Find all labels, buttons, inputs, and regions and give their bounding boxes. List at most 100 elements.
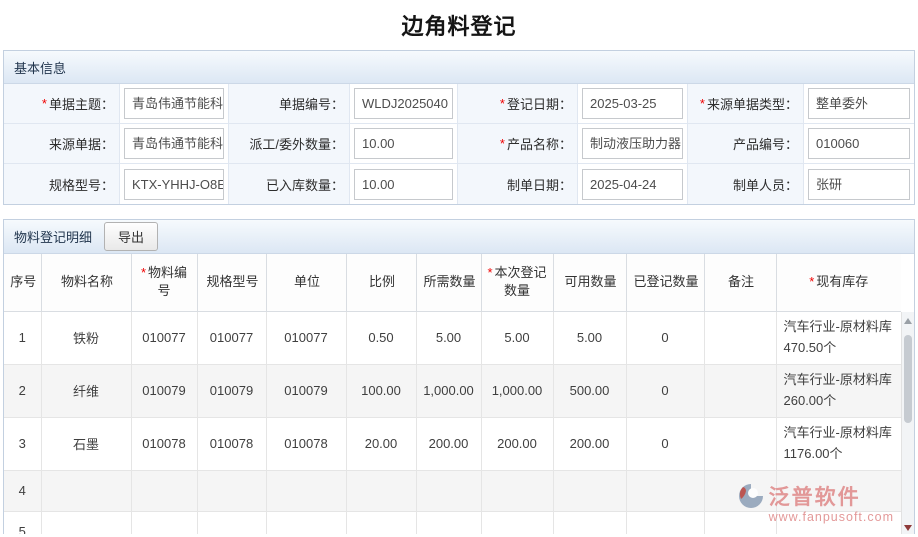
field-value-cell: WLDJ2025040: [350, 84, 458, 124]
table-cell: 4: [4, 469, 42, 512]
field-label: 已入库数量：: [229, 164, 350, 204]
field-value-cell: 制动液压助力器: [578, 124, 688, 164]
column-header: 序号: [4, 254, 42, 312]
field-value-cell: 2025-04-24: [578, 164, 688, 204]
table-cell: [703, 416, 777, 471]
column-header-text: 规格型号: [206, 274, 259, 290]
field-value-cell: 10.00: [350, 164, 458, 204]
table-cell: 010077: [265, 310, 347, 365]
table-row: 1 铁粉 010077 010077 010077 0.50 5.00 5.00 5.00 0 汽车…: [4, 310, 901, 365]
vertical-scrollbar[interactable]: [901, 312, 914, 534]
table-cell: 5.00: [415, 310, 482, 365]
scrollbar-thumb[interactable]: [904, 335, 912, 423]
table-cell: [196, 510, 267, 534]
field-label: * 登记日期：: [458, 84, 578, 124]
column-header-text: 单位: [293, 274, 320, 290]
field-input[interactable]: 制动液压助力器: [582, 128, 683, 159]
details-panel: 物料登记明细 导出 序号 物料名称 * 物料编号 规格型号 单位 比例 所需数量 * 本次登记数量…: [3, 219, 915, 534]
column-header: * 现有库存: [775, 254, 901, 312]
field-input[interactable]: 10.00: [354, 128, 453, 159]
required-asterisk: *: [41, 96, 47, 111]
field-label-text: 派工/委外数量：: [249, 137, 344, 152]
watermark-url: www.fanpusoft.com: [768, 510, 894, 524]
stock-cell: 汽车行业-原材料库 470.50个: [775, 310, 901, 365]
table-cell: 010078: [130, 416, 198, 471]
field-label: 制单人员：: [688, 164, 804, 204]
column-header-text: 备注: [727, 274, 754, 290]
field-input[interactable]: 010060: [808, 128, 910, 159]
field-label-text: 制单日期：: [506, 177, 572, 193]
column-header: * 物料编号: [130, 254, 198, 312]
details-body: 1 铁粉 010077 010077 010077 0.50 5.00 5.00 5.00 0 汽车…: [4, 310, 901, 534]
table-cell: 010077: [130, 310, 198, 365]
required-asterisk: *: [699, 96, 705, 111]
details-table: 序号 物料名称 * 物料编号 规格型号 单位 比例 所需数量 * 本次登记数量 可用数量 已登记数量备…: [4, 254, 901, 534]
field-label: 制单日期：: [458, 164, 578, 204]
field-input[interactable]: 青岛伟通节能科: [124, 128, 224, 159]
table-cell: 2: [4, 363, 42, 418]
field-label-text: 单据主题：: [48, 97, 114, 112]
details-header-row: 序号 物料名称 * 物料编号 规格型号 单位 比例 所需数量 * 本次登记数量 可用数量 已登记数量备…: [4, 254, 901, 312]
table-cell: 010078: [196, 416, 267, 471]
stock-cell: [775, 510, 901, 534]
table-cell: 0: [625, 310, 705, 365]
table-cell: [703, 510, 777, 534]
column-header-text: 所需数量: [423, 274, 476, 290]
table-cell: 5.00: [552, 310, 627, 365]
column-header-text: 物料编号: [148, 265, 188, 299]
field-input[interactable]: WLDJ2025040: [354, 88, 453, 119]
column-header: 单位: [265, 254, 347, 312]
table-cell: [196, 469, 267, 512]
watermark-brand: 泛普软件: [768, 486, 861, 509]
field-label-text: 已入库数量：: [265, 177, 344, 193]
field-input[interactable]: KTX-YHHJ-O8E: [124, 168, 224, 200]
field-input[interactable]: 整单委外: [808, 88, 910, 119]
required-asterisk: *: [487, 265, 493, 281]
table-cell: 纤维: [40, 363, 132, 418]
table-cell: 010079: [196, 363, 267, 418]
table-cell: [625, 510, 705, 534]
column-header-text: 已登记数量: [633, 274, 699, 290]
table-cell: 0: [625, 363, 705, 418]
table-cell: 铁粉: [40, 310, 132, 365]
field-value-cell: 010060: [804, 124, 914, 164]
field-input[interactable]: 张研: [808, 168, 910, 200]
column-header-text: 本次登记数量: [494, 265, 547, 299]
column-header: 可用数量: [552, 254, 627, 312]
column-header: 规格型号: [196, 254, 267, 312]
required-asterisk: *: [499, 136, 505, 151]
field-input[interactable]: 2025-04-24: [582, 168, 683, 200]
field-label: 规格型号：: [4, 164, 120, 204]
table-cell: [552, 469, 627, 512]
table-cell: 200.00: [480, 416, 554, 471]
table-cell: [703, 363, 777, 418]
watermark: 泛普软件 www.fanpusoft.com: [737, 481, 894, 524]
export-button[interactable]: 导出: [104, 222, 159, 251]
table-cell: 20.00: [345, 416, 417, 471]
table-cell: [480, 510, 554, 534]
field-input[interactable]: 2025-03-25: [582, 88, 683, 119]
page-title: 边角料登记: [401, 14, 517, 39]
required-asterisk: *: [809, 274, 815, 290]
required-asterisk: *: [140, 265, 147, 281]
field-input[interactable]: 10.00: [354, 168, 453, 200]
basic-info-title: 基本信息: [14, 60, 67, 76]
table-cell: [552, 510, 627, 534]
field-value-cell: 青岛伟通节能科: [120, 84, 229, 124]
table-cell: [265, 469, 347, 512]
column-header-text: 现有库存: [816, 274, 869, 290]
field-label: * 单据主题：: [4, 84, 120, 124]
field-label: * 来源单据类型：: [688, 84, 804, 124]
scroll-down-icon[interactable]: [904, 525, 912, 531]
field-label-text: 产品编号：: [732, 137, 798, 152]
table-cell: 0: [625, 416, 705, 471]
scroll-up-icon[interactable]: [904, 318, 912, 324]
field-value-cell: 整单委外: [804, 84, 914, 124]
field-value-cell: 青岛伟通节能科: [120, 124, 229, 164]
table-cell: 1: [4, 310, 42, 365]
fanpu-logo-icon: [738, 484, 763, 508]
field-value-cell: KTX-YHHJ-O8E: [120, 164, 229, 204]
field-input[interactable]: 青岛伟通节能科: [124, 88, 224, 119]
column-header-text: 比例: [368, 274, 395, 290]
